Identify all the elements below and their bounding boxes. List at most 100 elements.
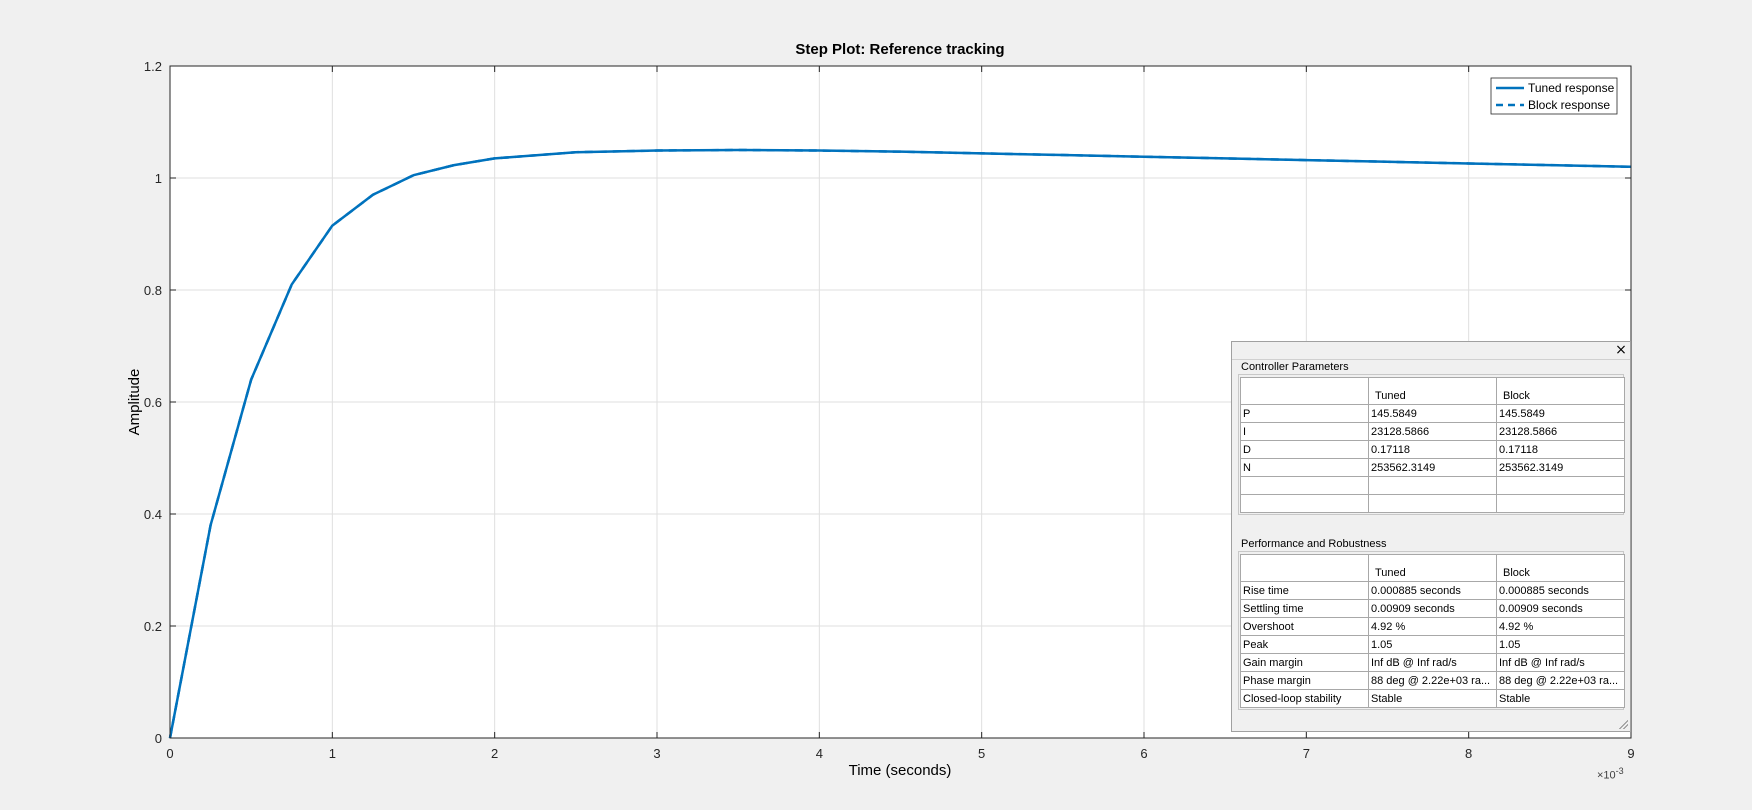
table-cell: 88 deg @ 2.22e+03 ra... <box>1496 671 1625 690</box>
x-tick-label: 6 <box>1140 746 1147 761</box>
table-row[interactable]: Closed-loop stability Stable Stable <box>1240 689 1625 708</box>
panel-title-divider <box>1232 359 1630 360</box>
column-header[interactable] <box>1240 377 1369 405</box>
series-lines <box>168 148 1632 739</box>
legend-label-tuned: Tuned response <box>1528 81 1615 95</box>
y-axis-label: Amplitude <box>126 369 143 436</box>
table-row[interactable]: Overshoot 4.92 % 4.92 % <box>1240 617 1625 636</box>
table-cell: 253562.3149 <box>1368 458 1497 477</box>
table-cell: 145.5849 <box>1368 404 1497 423</box>
x-tick-label: 3 <box>653 746 660 761</box>
table-cell: Stable <box>1496 689 1625 708</box>
table-cell: I <box>1240 422 1369 441</box>
axis-ticks: 0 1 2 3 4 5 6 7 8 9 0 0.2 0.4 0.6 0.8 1 1.2 <box>144 59 1635 761</box>
x-tick-label: 7 <box>1303 746 1310 761</box>
x-axis-exponent-power: -3 <box>1615 766 1624 776</box>
table-cell: Inf dB @ Inf rad/s <box>1496 653 1625 672</box>
table-cell: N <box>1240 458 1369 477</box>
x-tick-label: 5 <box>978 746 985 761</box>
block-response-line[interactable] <box>168 148 1632 739</box>
table-cell <box>1496 476 1625 495</box>
y-tick-label: 1.2 <box>144 59 162 74</box>
table-cell <box>1368 476 1497 495</box>
x-tick-label: 0 <box>166 746 173 761</box>
table-cell: 0.00909 seconds <box>1368 599 1497 618</box>
table-cell: Inf dB @ Inf rad/s <box>1368 653 1497 672</box>
table-cell: 4.92 % <box>1496 617 1625 636</box>
resize-grip-icon[interactable] <box>1618 719 1628 729</box>
chart-title: Step Plot: Reference tracking <box>795 41 1004 58</box>
table-cell: 88 deg @ 2.22e+03 ra... <box>1368 671 1497 690</box>
table-row[interactable] <box>1240 494 1625 513</box>
data-panel[interactable]: × Controller Parameters Tuned Block P 145.5… <box>1231 341 1631 732</box>
column-header[interactable]: Tuned <box>1368 554 1497 582</box>
table-cell: Rise time <box>1240 581 1369 600</box>
legend-label-block: Block response <box>1528 98 1610 112</box>
table-row[interactable]: D 0.17118 0.17118 <box>1240 440 1625 459</box>
table-cell: 145.5849 <box>1496 404 1625 423</box>
column-header[interactable]: Block <box>1496 554 1625 582</box>
table-cell: 1.05 <box>1368 635 1497 654</box>
table-cell: 0.00909 seconds <box>1496 599 1625 618</box>
x-tick-label: 9 <box>1627 746 1634 761</box>
table-cell: 0.17118 <box>1496 440 1625 459</box>
table-header-row: Tuned Block <box>1240 554 1625 582</box>
table-row[interactable] <box>1240 476 1625 495</box>
table-row[interactable]: Gain margin Inf dB @ Inf rad/s Inf dB @ In… <box>1240 653 1625 672</box>
table-row[interactable]: N 253562.3149 253562.3149 <box>1240 458 1625 477</box>
table-row[interactable]: Settling time 0.00909 seconds 0.00909 seco… <box>1240 599 1625 618</box>
table-cell: 0.17118 <box>1368 440 1497 459</box>
x-tick-label: 8 <box>1465 746 1472 761</box>
controller-parameters-frame: Tuned Block P 145.5849 145.5849 I 23128.5866 23… <box>1238 374 1625 515</box>
legend-box <box>1490 77 1618 115</box>
performance-group: Performance and Robustness Tuned Block Ris… <box>1238 537 1625 710</box>
table-cell: P <box>1240 404 1369 423</box>
table-row[interactable]: Peak 1.05 1.05 <box>1240 635 1625 654</box>
x-axis-exponent-base: ×10 <box>1597 769 1616 782</box>
table-row[interactable]: Phase margin 88 deg @ 2.22e+03 ra... 88 de… <box>1240 671 1625 690</box>
table-cell <box>1240 494 1369 513</box>
table-cell: Settling time <box>1240 599 1369 618</box>
x-tick-label: 2 <box>491 746 498 761</box>
table-cell <box>1368 494 1497 513</box>
table-row[interactable]: Rise time 0.000885 seconds 0.000885 second… <box>1240 581 1625 600</box>
controller-parameters-title: Controller Parameters <box>1241 361 1349 373</box>
close-icon[interactable]: × <box>1615 342 1627 358</box>
table-cell: Phase margin <box>1240 671 1369 690</box>
table-cell: Closed-loop stability <box>1240 689 1369 708</box>
table-cell: Gain margin <box>1240 653 1369 672</box>
y-tick-label: 0.6 <box>144 395 162 410</box>
table-cell: 23128.5866 <box>1368 422 1497 441</box>
table-cell <box>1240 476 1369 495</box>
controller-parameters-table[interactable]: Tuned Block P 145.5849 145.5849 I 23128.5866 23… <box>1240 377 1625 513</box>
performance-table[interactable]: Tuned Block Rise time 0.000885 seconds 0.000… <box>1240 554 1625 708</box>
column-header[interactable] <box>1240 554 1369 582</box>
x-tick-label: 4 <box>816 746 823 761</box>
table-cell: 4.92 % <box>1368 617 1497 636</box>
table-header-row: Tuned Block <box>1240 377 1625 405</box>
y-tick-label: 0.2 <box>144 619 162 634</box>
column-header[interactable]: Tuned <box>1368 377 1497 405</box>
table-cell: 1.05 <box>1496 635 1625 654</box>
table-row[interactable]: I 23128.5866 23128.5866 <box>1240 422 1625 441</box>
performance-title: Performance and Robustness <box>1241 538 1387 550</box>
table-cell: 0.000885 seconds <box>1496 581 1625 600</box>
y-tick-label: 0.4 <box>144 507 162 522</box>
table-cell <box>1496 494 1625 513</box>
x-axis-label: Time (seconds) <box>849 762 952 779</box>
table-row[interactable]: P 145.5849 145.5849 <box>1240 404 1625 423</box>
y-tick-label: 1 <box>155 171 162 186</box>
performance-frame: Tuned Block Rise time 0.000885 seconds 0.000… <box>1238 551 1625 710</box>
table-cell: D <box>1240 440 1369 459</box>
x-axis-exponent: ×10-3 <box>1597 766 1624 782</box>
table-cell: 23128.5866 <box>1496 422 1625 441</box>
table-cell: 0.000885 seconds <box>1368 581 1497 600</box>
controller-parameters-group: Controller Parameters Tuned Block P 145.584… <box>1238 360 1625 515</box>
table-cell: Peak <box>1240 635 1369 654</box>
y-tick-label: 0.8 <box>144 283 162 298</box>
legend[interactable]: Tuned response Block response <box>1490 77 1618 115</box>
table-cell: Stable <box>1368 689 1497 708</box>
y-tick-label: 0 <box>155 731 162 746</box>
table-cell: 253562.3149 <box>1496 458 1625 477</box>
column-header[interactable]: Block <box>1496 377 1625 405</box>
